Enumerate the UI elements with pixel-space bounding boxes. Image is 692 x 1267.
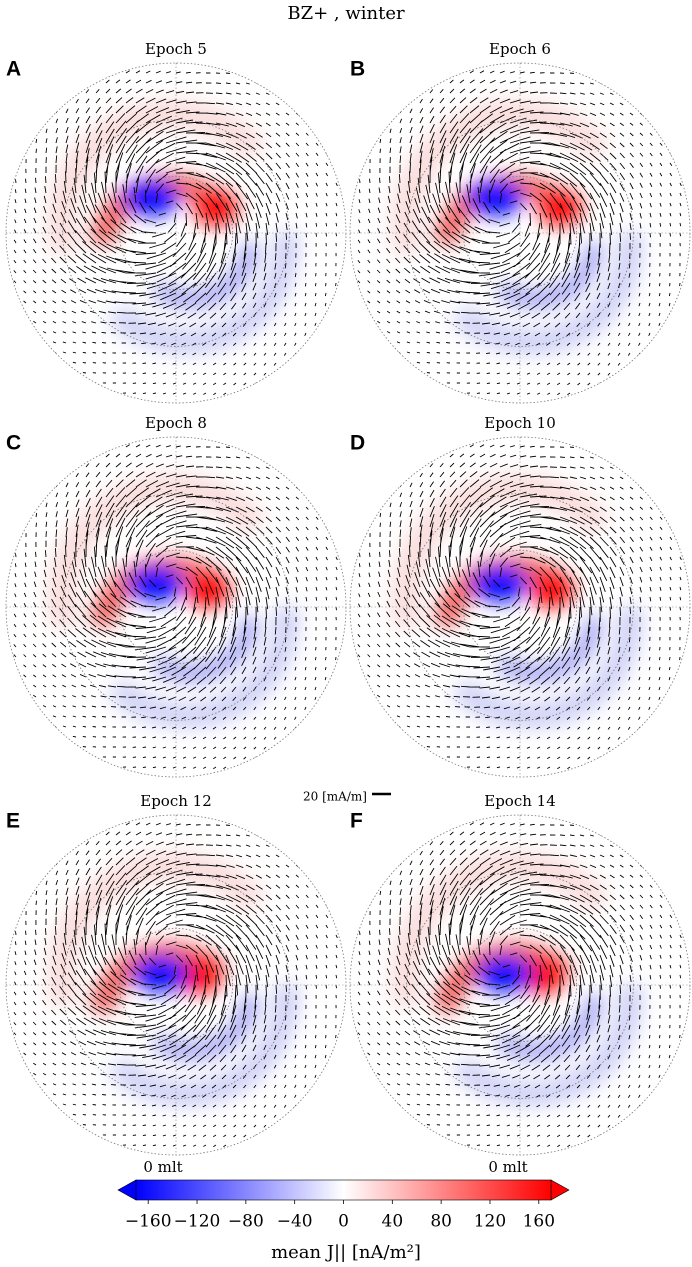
mlt-label: 0 mlt [488,1158,527,1176]
polar-panel [349,436,691,778]
blue-core [471,566,528,602]
vector-field [350,63,690,403]
colorbar-extend-low [117,1179,137,1201]
figure-title: BZ+ , winter [287,3,405,24]
panel-label: F [350,810,363,833]
blue-core [123,180,179,216]
panel-label: C [6,432,21,455]
panel-label: D [350,432,365,455]
panel-title: Epoch 14 [484,792,556,810]
latitude-circle [406,871,634,1099]
red-core [530,572,574,608]
mlt-label: 0 mlt [143,1158,182,1176]
colorbar-extend-high [550,1179,570,1201]
vector-field [6,815,346,1155]
polar-panel [5,814,347,1156]
field-map [350,437,690,777]
polar-panel [5,62,347,404]
latitude-circle [406,119,634,347]
field-map [350,815,690,1155]
panel-title: Epoch 10 [484,414,556,432]
blobs [391,99,644,355]
latitude-circle [62,493,290,721]
blobs [391,851,644,1107]
panel-title: Epoch 12 [140,792,212,810]
colorbar-tick-label: 80 [430,1212,452,1232]
colorbar-label: mean J|| [nA/m²] [271,1242,421,1263]
colorbar-tick-label: −40 [277,1212,313,1232]
latitude-circle [62,871,290,1099]
vector-field [6,63,346,403]
blobs [47,99,300,355]
blue-core [476,956,533,992]
blue-core [127,566,184,602]
scale-label: 20 [mA/m] [303,790,367,804]
field-map [6,437,346,777]
blue-arc [150,616,260,683]
vector-field [350,815,690,1155]
polar-panel [349,814,691,1156]
blobs [47,473,300,729]
blue-arc [494,242,604,309]
blue-arc [494,994,604,1061]
vector-field [350,437,690,777]
panel-label: A [6,58,21,81]
blobs [391,473,644,729]
panel-title: Epoch 8 [145,414,207,432]
panel-title: Epoch 6 [489,40,551,58]
blue-core [467,180,523,216]
blobs [47,851,300,1107]
polar-panel [5,436,347,778]
colorbar-tick-label: −160 [125,1212,172,1232]
latitude-circle [406,493,634,721]
red-core [194,190,238,226]
field-map [350,63,690,403]
blue-arc [494,616,604,683]
panel-label: E [6,810,20,833]
blue-arc [150,994,260,1061]
colorbar-tick-label: 40 [382,1212,404,1232]
colorbar-tick-label: 160 [523,1212,555,1232]
panel-label: B [350,58,365,81]
panel-title: Epoch 5 [145,40,207,58]
colorbar [135,1179,552,1201]
colorbar-tick-label: 120 [474,1212,506,1232]
field-map [6,63,346,403]
latitude-circle [62,119,290,347]
colorbar-tick-label: −80 [228,1212,264,1232]
vector-field [6,437,346,777]
blue-arc [150,242,260,309]
field-map [6,815,346,1155]
blue-core [132,956,189,992]
polar-panel [349,62,691,404]
colorbar-tick-label: −120 [174,1212,221,1232]
colorbar-tick-label: 0 [338,1212,349,1232]
red-core [186,572,230,608]
red-core [538,190,582,226]
